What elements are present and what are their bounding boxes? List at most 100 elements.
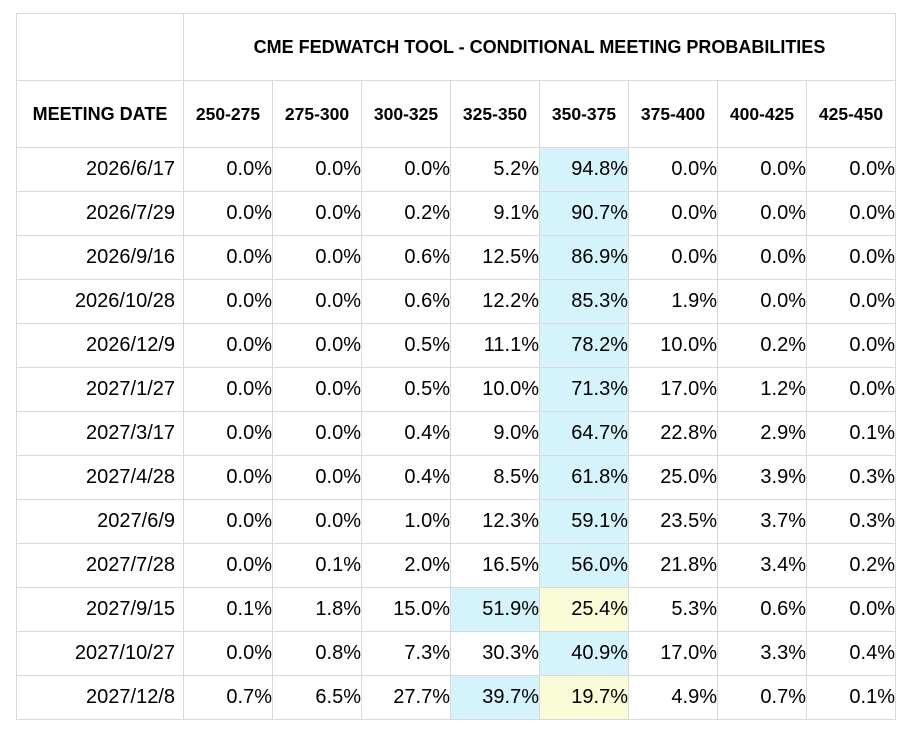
probability-cell: 51.9% — [450, 587, 540, 632]
meeting-date-cell: 2027/6/9 — [16, 499, 184, 544]
probability-cell: 25.4% — [539, 587, 629, 632]
probability-cell: 5.2% — [450, 147, 540, 192]
probability-cell: 0.0% — [272, 455, 362, 500]
probability-cell: 0.0% — [717, 235, 807, 280]
probability-cell: 2.0% — [361, 543, 451, 588]
probability-cell: 0.5% — [361, 367, 451, 412]
meeting-date-cell: 2026/10/28 — [16, 279, 184, 324]
probability-cell: 0.0% — [183, 367, 273, 412]
probability-cell: 6.5% — [272, 675, 362, 720]
probability-cell: 39.7% — [450, 675, 540, 720]
probability-cell: 0.0% — [272, 323, 362, 368]
probability-cell: 9.0% — [450, 411, 540, 456]
probability-cell: 0.0% — [272, 411, 362, 456]
probability-cell: 0.0% — [183, 279, 273, 324]
probability-cell: 0.8% — [272, 631, 362, 676]
probability-cell: 27.7% — [361, 675, 451, 720]
probability-cell: 0.0% — [183, 147, 273, 192]
probability-cell: 0.2% — [806, 543, 896, 588]
meeting-date-cell: 2027/4/28 — [16, 455, 184, 500]
probability-cell: 10.0% — [628, 323, 718, 368]
range-header-375-400: 375-400 — [628, 80, 718, 148]
probability-cell: 71.3% — [539, 367, 629, 412]
probability-cell: 21.8% — [628, 543, 718, 588]
probability-cell: 0.0% — [272, 367, 362, 412]
meeting-date-cell: 2027/9/15 — [16, 587, 184, 632]
range-header-325-350: 325-350 — [450, 80, 540, 148]
probability-cell: 22.8% — [628, 411, 718, 456]
probability-cell: 0.6% — [361, 279, 451, 324]
probability-cell: 0.7% — [183, 675, 273, 720]
probability-cell: 12.2% — [450, 279, 540, 324]
probability-cell: 16.5% — [450, 543, 540, 588]
probability-cell: 0.0% — [806, 367, 896, 412]
probability-cell: 1.0% — [361, 499, 451, 544]
probability-cell: 0.0% — [806, 587, 896, 632]
corner-cell — [16, 13, 184, 81]
probability-cell: 86.9% — [539, 235, 629, 280]
probability-cell: 0.4% — [806, 631, 896, 676]
probability-cell: 0.0% — [628, 147, 718, 192]
table-row: 2026/6/17 0.0% 0.0% 0.0% 5.2% 94.8% 0.0% 0.0% 0.… — [16, 147, 896, 192]
probability-cell: 1.8% — [272, 587, 362, 632]
probability-cell: 3.9% — [717, 455, 807, 500]
probability-cell: 12.5% — [450, 235, 540, 280]
probability-cell: 15.0% — [361, 587, 451, 632]
probability-cell: 0.0% — [628, 191, 718, 236]
table-row: 2027/9/15 0.1% 1.8% 15.0% 51.9% 25.4% 5.3% 0.6%… — [16, 587, 896, 632]
table-row: 2027/1/27 0.0% 0.0% 0.5% 10.0% 71.3% 17.0% 1.2%… — [16, 367, 896, 412]
probability-cell: 0.0% — [272, 235, 362, 280]
probability-cell: 0.0% — [183, 631, 273, 676]
probability-cell: 30.3% — [450, 631, 540, 676]
probability-cell: 0.1% — [183, 587, 273, 632]
probability-cell: 78.2% — [539, 323, 629, 368]
probability-cell: 61.8% — [539, 455, 629, 500]
probability-cell: 0.0% — [272, 279, 362, 324]
probability-cell: 0.0% — [361, 147, 451, 192]
probability-cell: 4.9% — [628, 675, 718, 720]
probability-cell: 0.1% — [272, 543, 362, 588]
probability-cell: 0.0% — [628, 235, 718, 280]
table-row: 2027/12/8 0.7% 6.5% 27.7% 39.7% 19.7% 4.9% 0.7%… — [16, 675, 896, 720]
meeting-date-cell: 2026/12/9 — [16, 323, 184, 368]
probability-cell: 0.6% — [361, 235, 451, 280]
probability-cell: 11.1% — [450, 323, 540, 368]
table-row: 2026/7/29 0.0% 0.0% 0.2% 9.1% 90.7% 0.0% 0.0% 0.… — [16, 191, 896, 236]
probability-cell: 8.5% — [450, 455, 540, 500]
probability-cell: 0.2% — [717, 323, 807, 368]
table-row: 2027/3/17 0.0% 0.0% 0.4% 9.0% 64.7% 22.8% 2.9% 0… — [16, 411, 896, 456]
probability-cell: 0.0% — [183, 191, 273, 236]
range-header-275-300: 275-300 — [272, 80, 362, 148]
probability-cell: 56.0% — [539, 543, 629, 588]
probability-cell: 0.0% — [272, 499, 362, 544]
probability-cell: 0.4% — [361, 455, 451, 500]
table-row: 2027/7/28 0.0% 0.1% 2.0% 16.5% 56.0% 21.8% 3.4%… — [16, 543, 896, 588]
probability-cell: 0.0% — [272, 191, 362, 236]
meeting-date-cell: 2027/10/27 — [16, 631, 184, 676]
probability-cell: 0.3% — [806, 499, 896, 544]
range-header-350-375: 350-375 — [539, 80, 629, 148]
probability-cell: 90.7% — [539, 191, 629, 236]
probability-cell: 23.5% — [628, 499, 718, 544]
probability-cell: 3.4% — [717, 543, 807, 588]
meeting-date-cell: 2027/3/17 — [16, 411, 184, 456]
probability-cell: 0.0% — [183, 499, 273, 544]
range-header-425-450: 425-450 — [806, 80, 896, 148]
table-row: 2027/4/28 0.0% 0.0% 0.4% 8.5% 61.8% 25.0% 3.9% 0… — [16, 455, 896, 500]
probability-cell: 0.0% — [717, 191, 807, 236]
probability-cell: 12.3% — [450, 499, 540, 544]
meeting-date-header: MEETING DATE — [16, 80, 184, 148]
probability-cell: 0.2% — [361, 191, 451, 236]
probability-cell: 7.3% — [361, 631, 451, 676]
meeting-date-cell: 2026/6/17 — [16, 147, 184, 192]
probability-cell: 0.3% — [806, 455, 896, 500]
probability-cell: 0.1% — [806, 675, 896, 720]
probability-cell: 19.7% — [539, 675, 629, 720]
probability-cell: 17.0% — [628, 631, 718, 676]
meeting-date-cell: 2026/9/16 — [16, 235, 184, 280]
meeting-date-cell: 2027/7/28 — [16, 543, 184, 588]
probability-cell: 1.2% — [717, 367, 807, 412]
range-header-300-325: 300-325 — [361, 80, 451, 148]
table-row: 2026/9/16 0.0% 0.0% 0.6% 12.5% 86.9% 0.0% 0.0% 0… — [16, 235, 896, 280]
probability-cell: 5.3% — [628, 587, 718, 632]
